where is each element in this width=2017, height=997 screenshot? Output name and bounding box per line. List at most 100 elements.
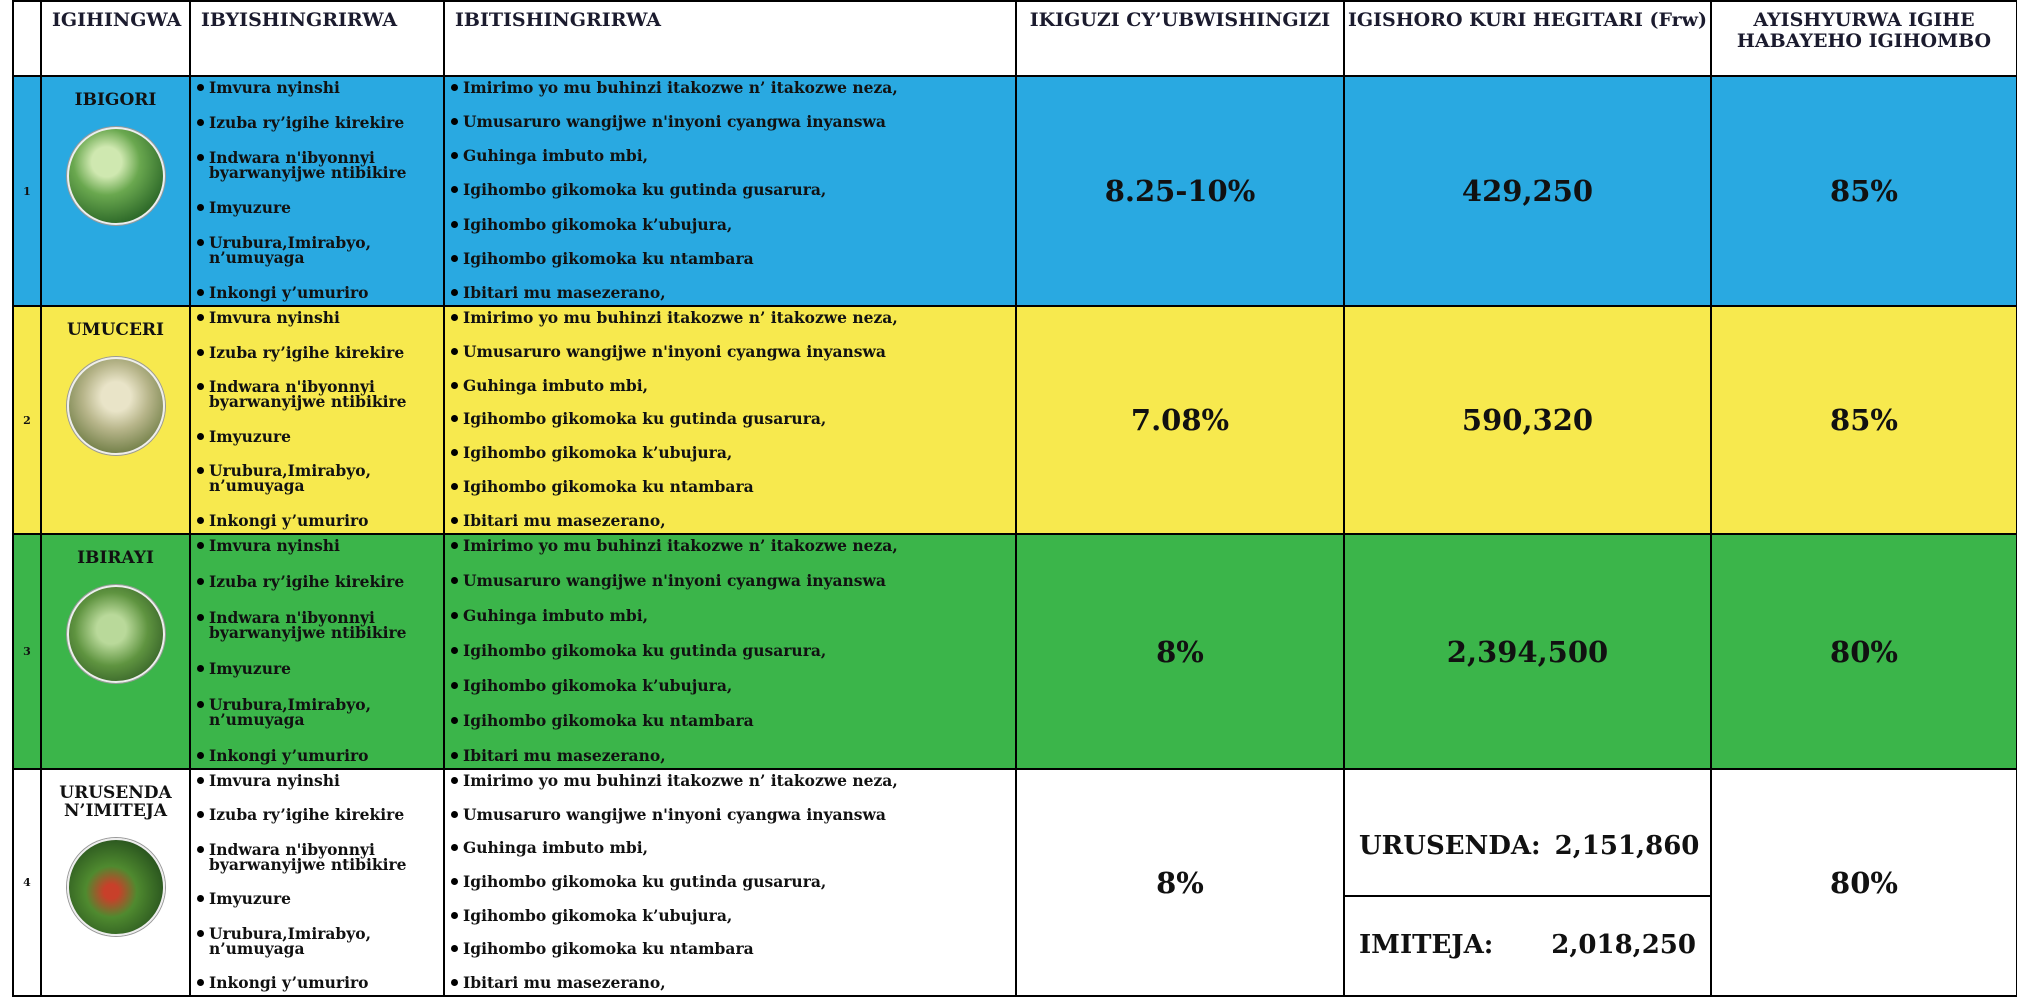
exclusions-text: Ibitari mu masezerano,	[463, 972, 666, 992]
bullet	[451, 777, 458, 784]
bullet	[197, 348, 204, 356]
bullet	[451, 118, 458, 126]
bullet	[451, 314, 458, 321]
risks-text: Izuba ry’igihe kirekire	[209, 113, 405, 132]
row-number: 1	[12, 75, 42, 307]
exclusions-item: Igihombo gikomoka ku ntambara	[451, 713, 1011, 728]
bullet	[451, 647, 458, 654]
exclusions-text: Ibitari mu masezerano,	[463, 282, 666, 302]
exclusions-text: Igihombo gikomoka k’ubujura,	[463, 443, 733, 463]
bullet	[451, 347, 458, 355]
risks-item: Inkongi y’umuriro	[197, 513, 439, 528]
risks-text: Imyuzure	[209, 198, 292, 217]
crop-cell: IBIRAYI	[40, 533, 191, 770]
risks-item: Imyuzure	[197, 429, 439, 444]
exclusions-text: Imirimo yo mu buhinzi itakozwe n’ itakoz…	[463, 78, 898, 97]
exclusions-item: Igihombo gikomoka k’ubujura,	[451, 216, 1011, 232]
bullet	[197, 578, 204, 585]
risks-text: Izuba ry’igihe kirekire	[209, 805, 405, 825]
risks-text: Indwara n'ibyonnyi byarwanyijwe ntibikir…	[209, 148, 407, 182]
exclusions-list: Imirimo yo mu buhinzi itakozwe n’ itakoz…	[446, 771, 1014, 993]
exclusions-item: Igihombo gikomoka k’ubujura,	[451, 678, 1011, 693]
exclusions-text: Igihombo gikomoka ku gutinda gusarura,	[463, 641, 827, 660]
risks-text: Inkongi y’umuriro	[209, 972, 369, 992]
risks-item: Imvura nyinshi	[197, 310, 439, 325]
risks-text: Urubura,Imirabyo, n’umuyaga	[209, 233, 371, 267]
bullet	[451, 84, 458, 91]
exclusions-item: Guhinga imbuto mbi,	[451, 840, 1011, 856]
exclusions-list: Imirimo yo mu buhinzi itakozwe n’ itakoz…	[446, 78, 1014, 303]
exclusions-text: Umusaruro wangijwe n'inyoni cyangwa inya…	[463, 571, 886, 590]
exclusions-item: Ibitari mu masezerano,	[451, 513, 1011, 528]
risks-item: Izuba ry’igihe kirekire	[197, 344, 439, 360]
exclusions-item: Igihombo gikomoka ku ntambara	[451, 251, 1011, 266]
risks-item: Imyuzure	[197, 661, 439, 676]
risks-cell: Imvura nyinshi Izuba ry’igihe kirekire Ind…	[189, 533, 445, 770]
exclusions-item: Guhinga imbuto mbi,	[451, 377, 1011, 393]
bullet	[451, 682, 458, 689]
bullet	[451, 415, 458, 423]
exclusions-item: Imirimo yo mu buhinzi itakozwe n’ itakoz…	[451, 773, 1011, 788]
exclusions-text: Ibitari mu masezerano,	[463, 510, 666, 530]
exclusions-item: Umusaruro wangijwe n'inyoni cyangwa inya…	[451, 114, 1011, 129]
exclusions-item: Ibitari mu masezerano,	[451, 975, 1011, 990]
exclusions-list: Imirimo yo mu buhinzi itakozwe n’ itakoz…	[446, 308, 1014, 531]
exclusions-item: Ibitari mu masezerano,	[451, 285, 1011, 300]
bullet	[451, 612, 458, 619]
bullet	[451, 911, 458, 919]
bullet	[451, 288, 458, 296]
risks-text: Indwara n'ibyonnyi byarwanyijwe ntibikir…	[209, 839, 407, 874]
exclusions-text: Ibitari mu masezerano,	[463, 746, 666, 765]
risks-item: Urubura,Imirabyo, n’umuyaga	[197, 235, 439, 265]
bullet	[197, 432, 204, 440]
risks-text: Urubura,Imirabyo, n’umuyaga	[209, 923, 371, 958]
risks-item: Izuba ry’igihe kirekire	[197, 574, 439, 589]
risks-text: Izuba ry’igihe kirekire	[209, 572, 405, 591]
bullet	[451, 542, 458, 549]
premium: 8%	[1015, 768, 1345, 997]
bullet	[197, 289, 204, 296]
bullet	[197, 467, 204, 475]
risks-text: Imyuzure	[209, 889, 292, 909]
crop-name: IBIGORI	[74, 90, 157, 110]
exclusions-text: Igihombo gikomoka k’ubujura,	[463, 676, 733, 695]
risks-list: Imvura nyinshi Izuba ry’igihe kirekire Ind…	[192, 308, 442, 531]
risks-item: Urubura,Imirabyo, n’umuyaga	[197, 923, 439, 958]
exclusions-item: Igihombo gikomoka ku ntambara	[451, 941, 1011, 957]
exclusions-item: Umusaruro wangijwe n'inyoni cyangwa inya…	[451, 344, 1011, 359]
crop-cell: UMUCERI	[40, 305, 191, 535]
crop-photo	[66, 357, 165, 455]
exclusions-item: Igihombo gikomoka ku ntambara	[451, 479, 1011, 494]
bullet	[197, 895, 204, 903]
exclusions-text: Igihombo gikomoka ku ntambara	[463, 477, 754, 497]
risks-item: Imvura nyinshi	[197, 80, 439, 95]
risks-text: Inkongi y’umuriro	[209, 510, 369, 530]
investment-value: 2,018,250	[1551, 930, 1696, 961]
table-row: 3 IBIRAYI Imvura nyinshi Izuba ry’igihe kir…	[12, 533, 2017, 770]
exclusions-text: Imirimo yo mu buhinzi itakozwe n’ itakoz…	[463, 771, 898, 790]
risks-item: Imvura nyinshi	[197, 538, 439, 553]
exclusions-item: Igihombo gikomoka k’ubujura,	[451, 907, 1011, 923]
exclusions-item: Imirimo yo mu buhinzi itakozwe n’ itakoz…	[451, 538, 1011, 553]
risks-text: Imvura nyinshi	[209, 771, 340, 790]
bullet	[451, 152, 458, 160]
bullet	[451, 752, 458, 759]
investment: 2,394,500	[1343, 533, 1712, 770]
crop-cell: IBIGORI	[40, 75, 191, 307]
exclusions-cell: Imirimo yo mu buhinzi itakozwe n’ itakoz…	[443, 533, 1017, 770]
risks-item: Inkongi y’umuriro	[197, 748, 439, 763]
exclusions-item: Igihombo gikomoka k’ubujura,	[451, 443, 1011, 463]
crop-photo	[66, 585, 165, 683]
premium: 8%	[1015, 533, 1345, 770]
bullet	[197, 614, 204, 621]
bullet	[197, 978, 204, 986]
risks-text: Indwara n'ibyonnyi byarwanyijwe ntibikir…	[209, 377, 407, 412]
crop-name: URUSENDA N’IMITEJA	[59, 783, 172, 821]
crop-name: IBIRAYI	[77, 548, 154, 568]
bullet	[451, 877, 458, 885]
exclusions-item: Ibitari mu masezerano,	[451, 748, 1011, 763]
table-wrap: IGIHINGWA IBYISHINGRIRWA IBITISHINGRIRWA IK…	[12, 0, 2017, 997]
risks-text: Inkongi y’umuriro	[209, 746, 369, 765]
exclusions-item: Umusaruro wangijwe n'inyoni cyangwa inya…	[451, 573, 1011, 588]
